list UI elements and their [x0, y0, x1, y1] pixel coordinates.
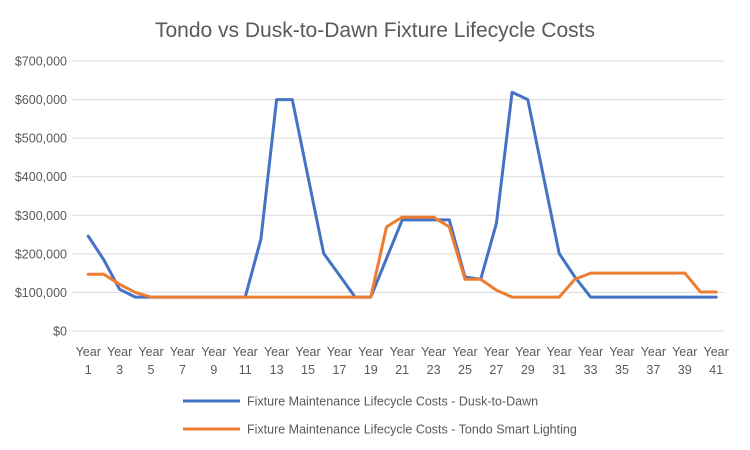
legend: Fixture Maintenance Lifecycle Costs - Du… — [183, 395, 577, 437]
y-tick-label: $0 — [53, 325, 67, 339]
y-axis: $0 $100,000 $200,000 $300,000 $400,000 $500,0… — [15, 55, 67, 339]
x-tick-label-number: 9 — [210, 363, 217, 377]
x-tick-label-prefix: Year — [107, 345, 132, 359]
x-tick-label-number: 39 — [678, 363, 692, 377]
y-tick-label: $300,000 — [15, 209, 67, 223]
x-tick-label-number: 3 — [116, 363, 123, 377]
x-tick-label-prefix: Year — [264, 345, 289, 359]
x-tick-label-prefix: Year — [672, 345, 697, 359]
series-line-dusk-to-dawn — [86, 90, 718, 299]
x-tick-label-prefix: Year — [327, 345, 352, 359]
x-tick-label-prefix: Year — [704, 345, 729, 359]
x-tick-label-number: 7 — [179, 363, 186, 377]
x-tick-label-prefix: Year — [452, 345, 477, 359]
x-tick-label-prefix: Year — [138, 345, 163, 359]
y-tick-label: $600,000 — [15, 93, 67, 107]
series-line-tondo — [86, 215, 718, 299]
x-tick-label-number: 15 — [301, 363, 315, 377]
x-tick-label-prefix: Year — [515, 345, 540, 359]
x-tick-label-number: 17 — [332, 363, 346, 377]
x-tick-label-prefix: Year — [390, 345, 415, 359]
x-tick-label-number: 13 — [270, 363, 284, 377]
x-tick-label-prefix: Year — [76, 345, 101, 359]
x-tick-label-prefix: Year — [201, 345, 226, 359]
x-tick-label-prefix: Year — [233, 345, 258, 359]
legend-label: Fixture Maintenance Lifecycle Costs - To… — [247, 423, 577, 437]
x-tick-label-number: 27 — [489, 363, 503, 377]
x-tick-label-prefix: Year — [358, 345, 383, 359]
x-tick-label-prefix: Year — [641, 345, 666, 359]
x-tick-label-prefix: Year — [170, 345, 195, 359]
y-tick-label: $700,000 — [15, 55, 67, 69]
x-tick-label-number: 33 — [584, 363, 598, 377]
x-tick-label-number: 31 — [552, 363, 566, 377]
x-tick-label-number: 1 — [85, 363, 92, 377]
y-tick-label: $400,000 — [15, 170, 67, 184]
x-tick-label-number: 29 — [521, 363, 535, 377]
x-tick-label-number: 5 — [148, 363, 155, 377]
x-tick-label-prefix: Year — [295, 345, 320, 359]
x-tick-label-prefix: Year — [484, 345, 509, 359]
x-tick-label-number: 23 — [427, 363, 441, 377]
x-tick-label-number: 11 — [239, 363, 252, 377]
x-tick-label-number: 37 — [646, 363, 660, 377]
legend-label: Fixture Maintenance Lifecycle Costs - Du… — [247, 395, 538, 409]
x-tick-label-prefix: Year — [421, 345, 446, 359]
y-tick-label: $200,000 — [15, 247, 67, 261]
x-tick-label-number: 25 — [458, 363, 472, 377]
x-tick-label-number: 35 — [615, 363, 629, 377]
x-tick-label-prefix: Year — [609, 345, 634, 359]
x-tick-label-number: 41 — [709, 363, 723, 377]
y-tick-label: $100,000 — [15, 286, 67, 300]
x-tick-label-number: 19 — [364, 363, 378, 377]
x-tick-label-prefix: Year — [578, 345, 603, 359]
x-axis: Year 1 Year 3 Year 5 Year 7 Year 9 Year 11 Year 13 Yea… — [76, 345, 729, 377]
series-lines — [86, 90, 718, 299]
chart-title: Tondo vs Dusk-to-Dawn Fixture Lifecycle … — [155, 19, 595, 42]
y-tick-label: $500,000 — [15, 132, 67, 146]
x-tick-label-prefix: Year — [547, 345, 572, 359]
gridlines — [72, 60, 724, 332]
x-tick-label-number: 21 — [395, 363, 409, 377]
